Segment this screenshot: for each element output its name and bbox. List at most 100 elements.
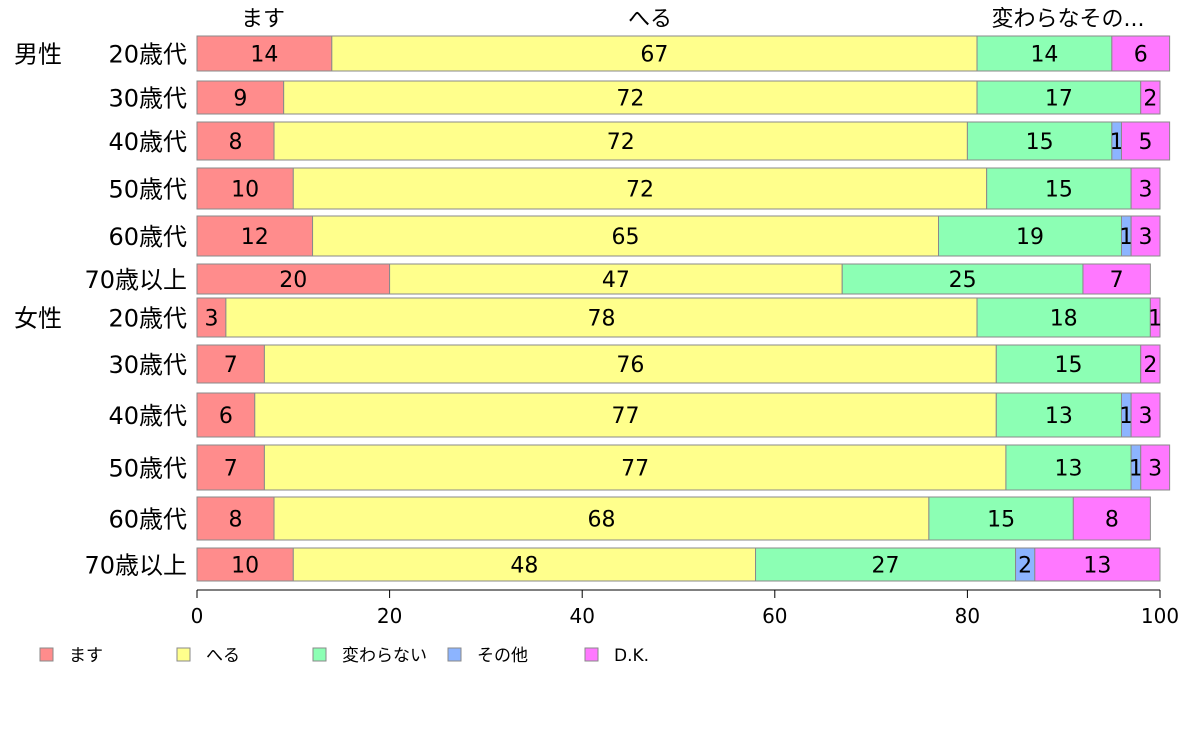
category-label: 30歳代 bbox=[108, 85, 187, 113]
data-label: 78 bbox=[587, 307, 615, 332]
bar-segment bbox=[196, 35, 333, 72]
bar-segment bbox=[1149, 297, 1161, 338]
bar-segment bbox=[1120, 121, 1171, 161]
data-label: 17 bbox=[1045, 87, 1073, 112]
data-label: 18 bbox=[1050, 307, 1078, 332]
x-tick-label: 20 bbox=[377, 604, 402, 628]
category-label: 70歳以上 bbox=[84, 552, 187, 580]
bar-segment bbox=[196, 496, 275, 541]
category-label: 60歳代 bbox=[108, 506, 187, 534]
data-label: 7 bbox=[224, 353, 238, 378]
data-label: 15 bbox=[987, 508, 1015, 533]
bar-segment bbox=[1005, 444, 1132, 491]
top-label: へる bbox=[628, 7, 672, 32]
bar-segment bbox=[263, 444, 1007, 491]
bar-segment bbox=[312, 215, 940, 257]
data-label: 19 bbox=[1016, 225, 1044, 250]
legend-label: へる bbox=[206, 646, 240, 666]
data-label: 15 bbox=[1026, 130, 1054, 155]
bar-segment bbox=[283, 80, 978, 115]
data-label: 13 bbox=[1055, 457, 1083, 482]
bar-segment bbox=[928, 496, 1074, 541]
category-label: 20歳代 bbox=[108, 41, 187, 69]
data-label: 3 bbox=[1139, 404, 1153, 429]
category-label: 60歳代 bbox=[108, 223, 187, 251]
legend-swatch bbox=[176, 647, 191, 662]
bar-segment bbox=[196, 297, 227, 338]
data-label: 2 bbox=[1143, 87, 1157, 112]
legend-swatch bbox=[584, 647, 599, 662]
data-label: 77 bbox=[621, 457, 649, 482]
data-label: 68 bbox=[587, 508, 615, 533]
x-tick-label: 100 bbox=[1141, 604, 1179, 628]
data-label: 72 bbox=[616, 87, 644, 112]
data-label: 20 bbox=[279, 268, 307, 293]
group-label: 女性 bbox=[14, 305, 62, 333]
row-labels: 20歳代 30歳代 40歳代 50歳代 60歳代 70歳以上 20歳代 30歳代 40歳代 50歳… bbox=[14, 41, 187, 580]
bar-segment bbox=[273, 121, 968, 161]
data-label: 2 bbox=[1143, 353, 1157, 378]
data-label: 77 bbox=[612, 404, 640, 429]
bar-segment bbox=[1111, 35, 1171, 72]
data-label: 67 bbox=[640, 43, 668, 68]
data-label: 1 bbox=[1110, 130, 1124, 155]
bar-segment bbox=[976, 297, 1151, 338]
bar-segment bbox=[292, 547, 757, 582]
bar-segment bbox=[1130, 215, 1161, 257]
data-label: 5 bbox=[1139, 130, 1153, 155]
x-tick-label: 60 bbox=[762, 604, 787, 628]
legend-swatch bbox=[447, 647, 462, 662]
data-label: 1 bbox=[1129, 457, 1143, 482]
bar-segment bbox=[196, 167, 294, 210]
bar-segment bbox=[292, 167, 988, 210]
x-axis: 0 20 40 60 80 100 bbox=[191, 589, 1179, 628]
bar-segment bbox=[196, 344, 265, 384]
data-label: 25 bbox=[949, 268, 977, 293]
x-tick-label: 0 bbox=[191, 604, 204, 628]
data-label: 10 bbox=[231, 178, 259, 203]
legend-label: 変わらない bbox=[342, 646, 427, 666]
data-label: 14 bbox=[250, 43, 278, 68]
data-label: 47 bbox=[602, 268, 630, 293]
top-label: ます bbox=[241, 7, 285, 32]
data-label: 1 bbox=[1119, 404, 1133, 429]
legend-swatch bbox=[312, 647, 327, 662]
data-label: 2 bbox=[1018, 554, 1032, 579]
category-label: 40歳代 bbox=[108, 402, 187, 430]
x-tick-label: 40 bbox=[569, 604, 594, 628]
bar-segment bbox=[966, 121, 1113, 161]
bar-segment bbox=[995, 392, 1122, 438]
bar-segment bbox=[389, 263, 843, 295]
bar-segment bbox=[1082, 263, 1151, 295]
data-label: 48 bbox=[510, 554, 538, 579]
bar-segment bbox=[1072, 496, 1151, 541]
data-label: 8 bbox=[229, 508, 243, 533]
legend-label: ます bbox=[69, 646, 103, 666]
data-label: 9 bbox=[233, 87, 247, 112]
data-label: 13 bbox=[1045, 404, 1073, 429]
group-label: 男性 bbox=[14, 41, 62, 69]
data-label: 6 bbox=[1134, 43, 1148, 68]
legend: ます へる 変わらない その他 D.K. bbox=[39, 646, 649, 666]
data-label: 7 bbox=[1110, 268, 1124, 293]
data-label: 8 bbox=[229, 130, 243, 155]
category-label: 50歳代 bbox=[108, 176, 187, 204]
data-label: 76 bbox=[616, 353, 644, 378]
data-label: 1 bbox=[1119, 225, 1133, 250]
data-label: 3 bbox=[1148, 457, 1162, 482]
bars: 14 67 14 69 72 17 28 72 15 1 510 72 15 312 65 19 1 320 47 2… bbox=[196, 35, 1171, 582]
bar-segment bbox=[196, 80, 285, 115]
category-label: 30歳代 bbox=[108, 351, 187, 379]
bar-segment bbox=[196, 121, 275, 161]
x-tick-label: 80 bbox=[955, 604, 980, 628]
bar-segment bbox=[1130, 167, 1161, 210]
category-label: 70歳以上 bbox=[84, 266, 187, 294]
bar-segment bbox=[273, 496, 930, 541]
bar-segment bbox=[196, 215, 314, 257]
data-label: 3 bbox=[1139, 178, 1153, 203]
data-label: 14 bbox=[1030, 43, 1058, 68]
bar-segment bbox=[841, 263, 1084, 295]
legend-label: その他 bbox=[477, 646, 528, 666]
bar-segment bbox=[995, 344, 1142, 384]
bar-segment bbox=[1140, 80, 1161, 115]
